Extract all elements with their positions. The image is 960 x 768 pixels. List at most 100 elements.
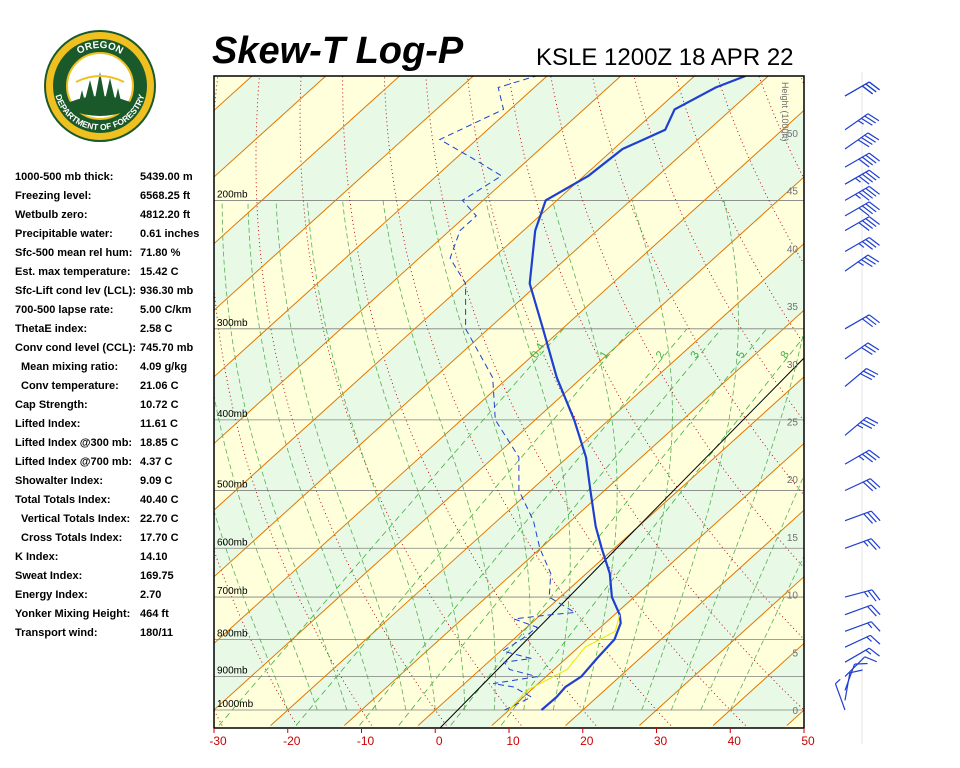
- wind-barb: [844, 416, 879, 436]
- stat-label: Mean mixing ratio:: [21, 361, 119, 373]
- stat-row: 700-500 lapse rate: 5.00 C/km: [15, 301, 215, 320]
- stat-value: 169.75: [140, 570, 174, 582]
- stat-label: Sfc-Lift cond lev (LCL):: [15, 285, 136, 297]
- stat-label: Yonker Mixing Height:: [15, 608, 131, 620]
- isotherm-line: [417, 376, 804, 726]
- isotherm-line: [344, 309, 804, 726]
- stat-row: Est. max temperature: 15.42 C: [15, 263, 215, 282]
- moist-adiabat: [306, 200, 436, 711]
- stability-indices-panel: 1000-500 mb thick: 5439.00 m Freezing leve…: [15, 168, 215, 643]
- stat-row: Conv cond level (CCL): 745.70 mb: [15, 339, 215, 358]
- stat-value: 11.61 C: [140, 418, 178, 430]
- x-tick-label: -30: [209, 734, 227, 748]
- height-label: 5: [792, 648, 798, 659]
- pressure-label: 600mb: [217, 537, 248, 548]
- stat-value: 936.30 mb: [140, 285, 194, 297]
- x-tick-label: 10: [506, 734, 520, 748]
- stat-label: Sfc-500 mean rel hum:: [15, 247, 133, 259]
- isotherm-band: [0, 56, 200, 748]
- wind-barb: [844, 169, 880, 185]
- x-tick-label: -10: [357, 734, 375, 748]
- stat-value: 71.80 %: [140, 247, 181, 259]
- parcel-path: [508, 614, 621, 711]
- mixing-ratio-label: 5: [734, 349, 747, 360]
- height-label: 10: [787, 591, 799, 602]
- wind-barb: [844, 589, 881, 602]
- height-label: 30: [787, 360, 799, 371]
- stat-value: 4812.20 ft: [140, 209, 191, 221]
- page-title: Skew-T Log-P: [212, 30, 464, 72]
- stat-label: Total Totals Index:: [15, 494, 111, 506]
- mixing-ratio-line: [295, 328, 632, 726]
- stat-label: Precipitable water:: [15, 228, 113, 240]
- mixing-ratio-line: [359, 328, 688, 726]
- isotherm-band: [0, 56, 53, 748]
- stat-label: Transport wind:: [15, 627, 98, 639]
- isotherm-line: [0, 39, 220, 726]
- stat-row: Showalter Index: 9.09 C: [15, 472, 215, 491]
- isotherm-line: [0, 39, 146, 726]
- stat-row: Sfc-500 mean rel hum: 71.80 %: [15, 244, 215, 263]
- stat-value: 4.37 C: [140, 456, 173, 468]
- pressure-label: 800mb: [217, 628, 248, 639]
- dry-adiabat: [214, 76, 372, 726]
- dewpoint-profile: [438, 76, 577, 711]
- stat-label: 700-500 lapse rate:: [15, 304, 114, 316]
- logo-top-text: OREGON: [75, 40, 125, 57]
- dry-adiabat: [214, 708, 223, 726]
- mixing-ratio-line: [398, 328, 722, 726]
- x-tick-label: 50: [801, 734, 815, 748]
- stat-value: 464 ft: [140, 608, 169, 620]
- stat-value: 5.00 C/km: [140, 304, 192, 316]
- stat-label: Lifted Index @700 mb:: [15, 456, 133, 468]
- height-label: 25: [787, 418, 799, 429]
- stat-row: Cross Totals Index: 17.70 C: [15, 529, 215, 548]
- moist-adiabat: [247, 200, 377, 711]
- pressure-label: 400mb: [217, 409, 248, 420]
- moist-adiabat: [729, 555, 804, 711]
- moist-adiabat: [670, 328, 804, 711]
- height-label: 45: [787, 187, 799, 198]
- height-label: 20: [787, 475, 799, 486]
- height-axis-title: Height (1000ft): [780, 82, 790, 142]
- stat-value: 17.70 C: [140, 532, 179, 544]
- stat-label: Showalter Index:: [15, 475, 104, 487]
- stat-value: 9.09 C: [140, 475, 173, 487]
- stat-row: Precipitable water: 0.61 inches: [15, 225, 215, 244]
- moist-adiabat: [214, 509, 289, 711]
- dry-adiabat: [800, 76, 804, 86]
- x-tick-label: 20: [580, 734, 594, 748]
- station-time-label: KSLE 1200Z 18 APR 22: [536, 44, 794, 71]
- x-tick-label: 40: [728, 734, 742, 748]
- stat-label: ThetaE index:: [15, 323, 88, 335]
- x-tick-label: -20: [283, 734, 301, 748]
- stat-row: Lifted Index @700 mb: 4.37 C: [15, 453, 215, 472]
- mixing-ratio-label: 8: [778, 349, 791, 360]
- pressure-label: 900mb: [217, 666, 248, 677]
- isotherm-line: [214, 76, 401, 245]
- wind-barb: [844, 81, 880, 97]
- isotherm-line: [214, 176, 804, 711]
- wind-barb: [844, 132, 880, 150]
- isotherm-line: [786, 709, 804, 726]
- stat-row: Total Totals Index: 40.40 C: [15, 491, 215, 510]
- isotherm-line: [214, 76, 770, 578]
- isotherm-line: [214, 76, 548, 378]
- stat-label: Cap Strength:: [15, 399, 88, 411]
- height-label: 0: [792, 706, 798, 717]
- stat-row: Freezing level: 6568.25 ft: [15, 187, 215, 206]
- wind-barb: [844, 647, 880, 663]
- mixing-ratio-label: 3: [689, 349, 702, 360]
- dry-adiabat: [550, 76, 804, 569]
- wind-barb: [844, 113, 880, 131]
- stat-value: 180/11: [140, 627, 174, 639]
- stat-value: 10.72 C: [140, 399, 179, 411]
- pressure-label: 1000mb: [217, 699, 254, 710]
- x-tick-label: 0: [436, 734, 443, 748]
- stat-label: K Index:: [15, 551, 59, 563]
- moist-adiabat: [342, 200, 466, 711]
- wind-barb: [844, 216, 880, 232]
- stat-value: 4.09 g/kg: [140, 361, 188, 373]
- stat-row: Lifted Index @300 mb: 18.85 C: [15, 434, 215, 453]
